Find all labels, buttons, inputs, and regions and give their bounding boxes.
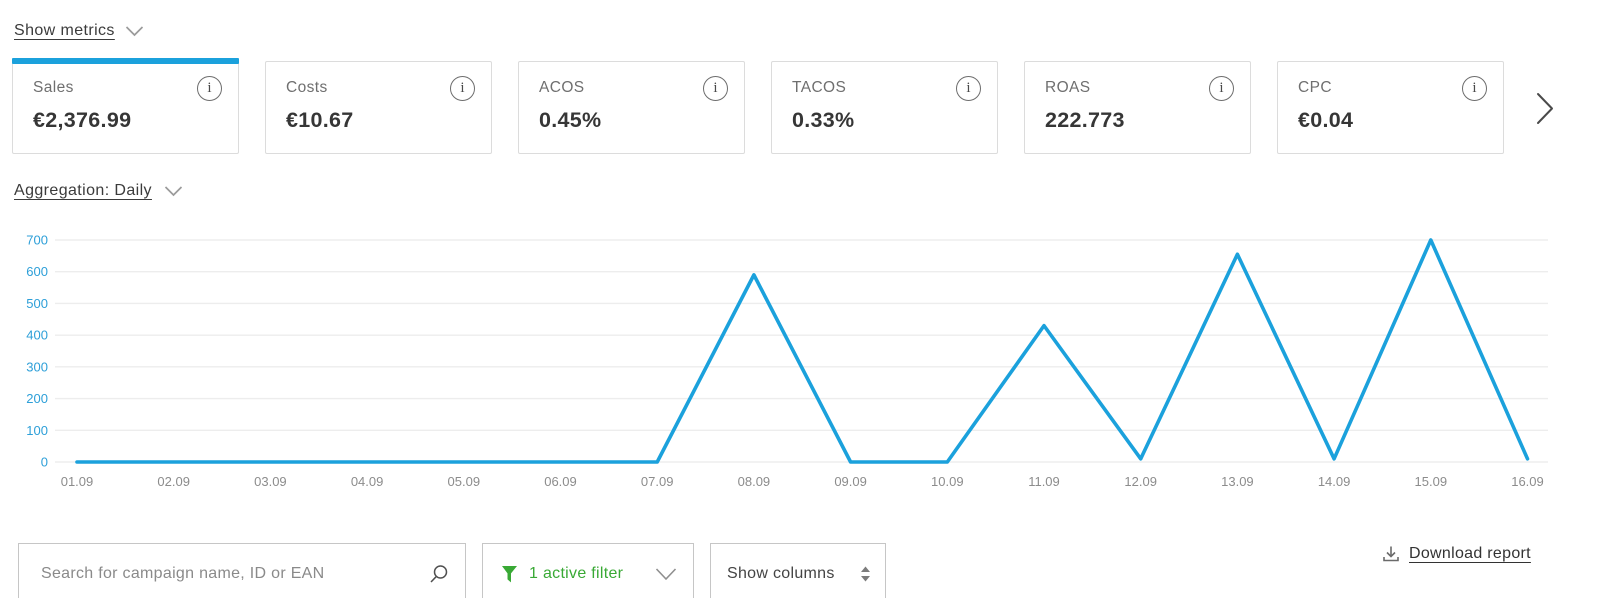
- show-columns-dropdown[interactable]: Show columns: [710, 543, 886, 598]
- svg-text:15.09: 15.09: [1415, 474, 1448, 489]
- svg-text:200: 200: [26, 391, 48, 406]
- svg-text:500: 500: [26, 296, 48, 311]
- svg-text:100: 100: [26, 423, 48, 438]
- metric-label: TACOS: [792, 79, 847, 96]
- aggregation-row: Aggregation: Daily: [14, 182, 183, 200]
- chevron-down-icon[interactable]: [125, 25, 144, 37]
- metric-value: 0.45%: [539, 108, 602, 132]
- metric-card-costs[interactable]: Costs €10.67 i: [265, 61, 492, 154]
- svg-text:11.09: 11.09: [1028, 474, 1060, 489]
- show-metrics-link[interactable]: Show metrics: [14, 22, 115, 39]
- show-columns-label: Show columns: [727, 565, 835, 582]
- metric-value: €2,376.99: [33, 108, 132, 132]
- svg-text:10.09: 10.09: [931, 474, 964, 489]
- metric-card-sales[interactable]: Sales €2,376.99 i: [12, 58, 239, 154]
- sort-updown-icon: [860, 566, 871, 582]
- metric-value: 0.33%: [792, 108, 855, 132]
- active-filter-dropdown[interactable]: 1 active filter: [482, 543, 694, 598]
- svg-text:16.09: 16.09: [1511, 474, 1544, 489]
- download-icon: [1382, 545, 1400, 563]
- svg-text:04.09: 04.09: [351, 474, 384, 489]
- show-metrics-row: Show metrics: [14, 22, 144, 40]
- info-icon[interactable]: i: [703, 76, 728, 101]
- metric-card-tacos[interactable]: TACOS 0.33% i: [771, 61, 998, 154]
- svg-text:02.09: 02.09: [157, 474, 190, 489]
- metric-label: ACOS: [539, 79, 585, 96]
- metric-label: CPC: [1298, 79, 1332, 96]
- metric-value: €10.67: [286, 108, 354, 132]
- svg-text:05.09: 05.09: [448, 474, 481, 489]
- svg-text:09.09: 09.09: [834, 474, 867, 489]
- campaign-search-box: [18, 543, 466, 598]
- metric-label: Sales: [33, 79, 74, 96]
- info-icon[interactable]: i: [956, 76, 981, 101]
- active-filter-label: 1 active filter: [529, 565, 624, 582]
- svg-text:0: 0: [41, 455, 48, 470]
- filter-funnel-icon: [501, 565, 518, 584]
- sales-line-chart: 0 100 200 300 400 500 600 700 01.09 02.09 03.09 04.…: [0, 222, 1600, 498]
- metric-value: €0.04: [1298, 108, 1354, 132]
- svg-text:14.09: 14.09: [1318, 474, 1351, 489]
- svg-text:400: 400: [26, 328, 48, 343]
- svg-text:13.09: 13.09: [1221, 474, 1254, 489]
- chevron-down-icon[interactable]: [164, 185, 183, 197]
- download-report-label: Download report: [1409, 545, 1531, 562]
- metric-card-cpc[interactable]: CPC €0.04 i: [1277, 61, 1504, 154]
- metric-label: Costs: [286, 79, 328, 96]
- metric-cards: Sales €2,376.99 i Costs €10.67 i ACOS 0.…: [12, 58, 1504, 154]
- metric-value: 222.773: [1045, 108, 1125, 132]
- svg-text:600: 600: [26, 264, 48, 279]
- metric-card-acos[interactable]: ACOS 0.45% i: [518, 61, 745, 154]
- svg-text:01.09: 01.09: [61, 474, 94, 489]
- chart-canvas: 0 100 200 300 400 500 600 700 01.09 02.09 03.09 04.…: [26, 233, 1548, 489]
- svg-text:06.09: 06.09: [544, 474, 577, 489]
- info-icon[interactable]: i: [450, 76, 475, 101]
- svg-text:03.09: 03.09: [254, 474, 287, 489]
- svg-text:300: 300: [26, 359, 48, 374]
- svg-text:07.09: 07.09: [641, 474, 674, 489]
- info-icon[interactable]: i: [1209, 76, 1234, 101]
- svg-text:12.09: 12.09: [1124, 474, 1157, 489]
- search-input[interactable]: [41, 565, 428, 583]
- metric-label: ROAS: [1045, 79, 1091, 96]
- next-metrics-chevron-right-icon[interactable]: [1535, 92, 1556, 125]
- svg-text:08.09: 08.09: [738, 474, 771, 489]
- info-icon[interactable]: i: [197, 76, 222, 101]
- chevron-down-icon: [655, 567, 677, 581]
- table-toolbar: 1 active filter Show columns Download re…: [0, 543, 1600, 598]
- metric-card-roas[interactable]: ROAS 222.773 i: [1024, 61, 1251, 154]
- search-icon[interactable]: [428, 564, 449, 585]
- download-report-link[interactable]: Download report: [1382, 545, 1531, 563]
- info-icon[interactable]: i: [1462, 76, 1487, 101]
- svg-text:700: 700: [26, 233, 48, 248]
- aggregation-dropdown[interactable]: Aggregation: Daily: [14, 182, 152, 199]
